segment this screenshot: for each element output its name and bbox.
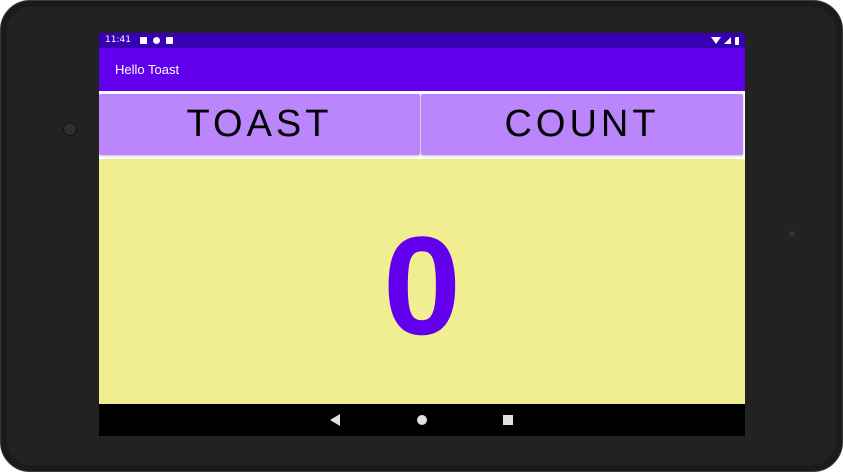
button-row: TOAST COUNT	[99, 91, 745, 159]
status-bar: 11:41	[99, 33, 745, 48]
app-bar: Hello Toast	[99, 48, 745, 91]
status-time: 11:41	[105, 35, 131, 45]
count-display: 0	[99, 159, 745, 404]
app-title: Hello Toast	[115, 62, 180, 77]
sensor-icon	[789, 231, 795, 237]
navigation-bar	[99, 404, 745, 436]
recents-icon[interactable]	[503, 415, 513, 425]
battery-icon	[735, 36, 739, 45]
app-screen: 11:41 Hello Toast TOAST COUNT 0	[99, 33, 745, 436]
toast-button[interactable]: TOAST	[99, 94, 420, 155]
camera-icon	[63, 122, 77, 136]
home-icon[interactable]	[417, 415, 427, 425]
signal-icon	[724, 37, 731, 44]
wifi-icon	[711, 37, 721, 44]
notification-icon	[139, 37, 147, 44]
sd-card-icon	[165, 37, 173, 44]
back-icon[interactable]	[330, 414, 340, 426]
status-left: 11:41	[105, 33, 179, 48]
count-value: 0	[383, 206, 461, 364]
count-button[interactable]: COUNT	[421, 94, 743, 155]
status-right	[711, 33, 739, 48]
sync-icon	[152, 37, 160, 44]
